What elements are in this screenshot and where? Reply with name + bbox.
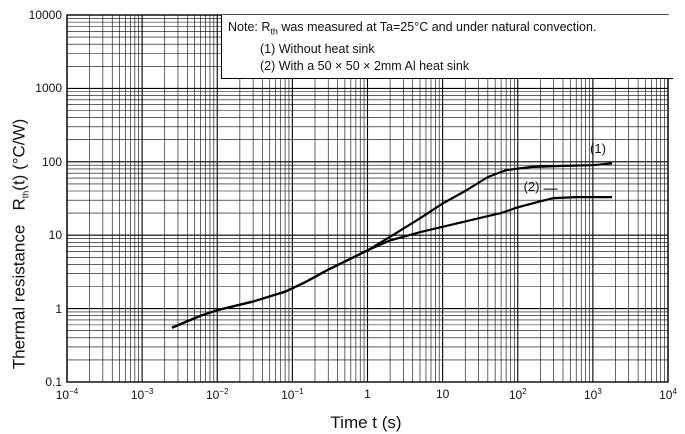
x-axis-label: Time t (s) <box>330 413 402 432</box>
x-tick-label: 102 <box>508 387 527 402</box>
y-axis-label: Thermal resistance Rth(t) (°C/W) <box>9 119 30 369</box>
x-tick-exponent: 3 <box>597 387 602 396</box>
note-box: Note: Rth was measured at Ta=25°C and un… <box>221 15 673 79</box>
series-line-2 <box>171 196 613 329</box>
y-tick-label: 0.1 <box>45 375 62 389</box>
x-tick-label: 10 <box>435 387 450 401</box>
x-tick-label: 10−3 <box>130 387 154 402</box>
note-line-1: (1) Without heat sink <box>260 41 375 56</box>
x-tick-label: 10−4 <box>55 387 79 402</box>
series-label-2: (2) <box>523 179 540 195</box>
note-prefix: Note: R <box>228 20 271 34</box>
note-line-2: (2) With a 50 × 50 × 2mm Al heat sink <box>260 58 470 73</box>
x-tick-label: 1 <box>364 387 371 401</box>
x-tick-exponent: −3 <box>144 387 154 396</box>
x-tick-label: 10−1 <box>281 387 304 402</box>
y-tick-label: 10 <box>48 228 62 243</box>
y-axis-label-tail: (t) (°C/W) <box>9 118 29 191</box>
x-tick-label: 103 <box>583 387 602 402</box>
y-axis-label-sub: th <box>20 190 31 199</box>
series-label-1: (1) <box>590 141 606 157</box>
x-tick-label: 10−2 <box>206 387 229 402</box>
x-tick-label: 104 <box>659 387 677 402</box>
y-tick-label: 10000 <box>28 8 62 22</box>
x-tick-exponent: −1 <box>294 387 304 396</box>
x-tick-exponent: 2 <box>522 387 527 396</box>
x-tick-exponent: −2 <box>219 387 229 396</box>
y-tick-label: 1 <box>55 301 62 316</box>
y-tick-label: 100 <box>41 154 62 169</box>
y-tick-label: 1000 <box>35 81 62 96</box>
y-axis-label-symbol: R <box>9 198 29 211</box>
series-line-1 <box>171 162 613 329</box>
note-rest: was measured at Ta=25°C and under natura… <box>277 20 597 34</box>
y-axis-label-main: Thermal resistance <box>9 224 29 370</box>
note-sub: th <box>270 26 278 37</box>
x-tick-exponent: 4 <box>672 387 677 396</box>
note-line-0: Note: Rth was measured at Ta=25°C and un… <box>228 19 673 41</box>
x-tick-exponent: −4 <box>69 387 79 396</box>
